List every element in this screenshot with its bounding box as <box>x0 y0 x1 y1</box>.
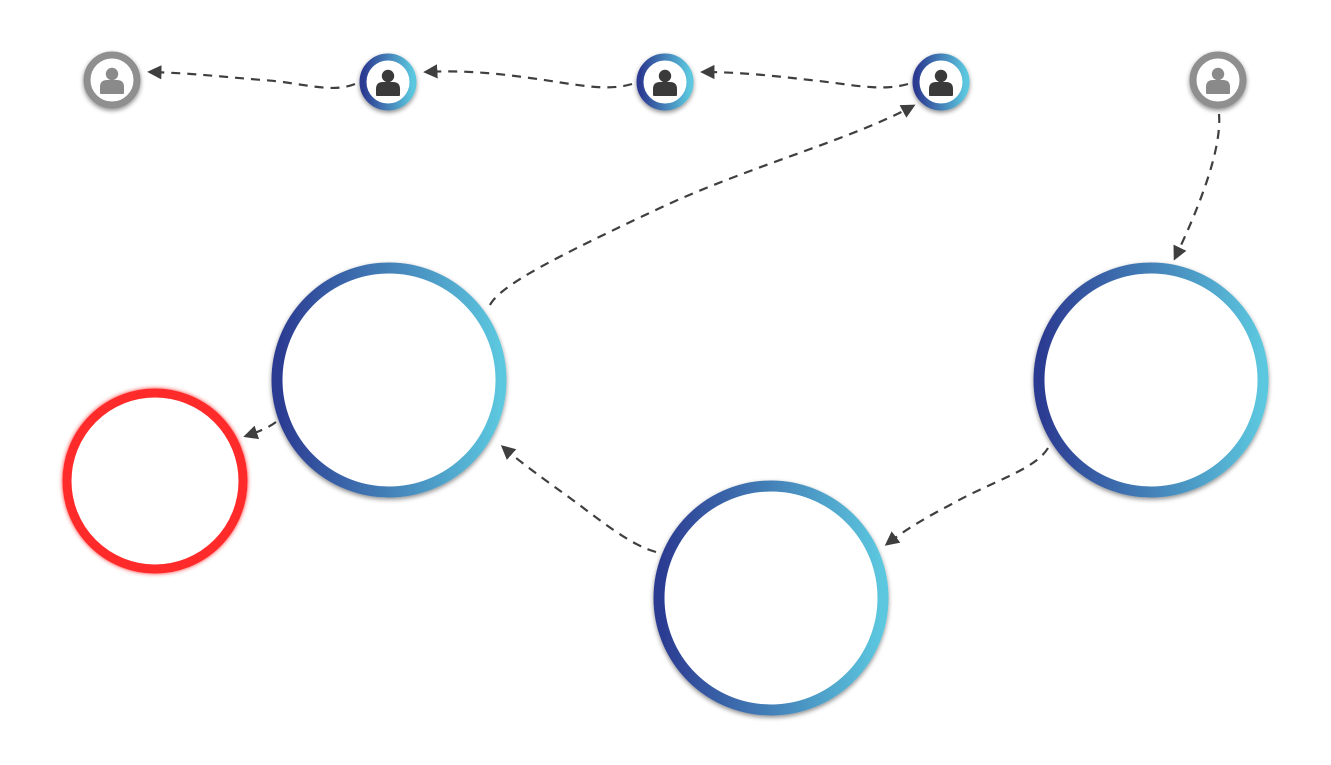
group-bottom-ring <box>653 480 889 716</box>
user-5-node[interactable] <box>1189 51 1247 109</box>
edge-user-5-to-group-right <box>1173 113 1221 261</box>
group-left-node[interactable] <box>271 262 507 498</box>
group-alert-node[interactable] <box>62 388 248 574</box>
user-3-node[interactable] <box>636 53 694 111</box>
edge-group-bottom-to-group-left <box>500 445 657 554</box>
edge-user-3-to-user-2 <box>423 64 633 89</box>
edge-group-left-to-group-alert <box>243 421 277 440</box>
edge-group-left-to-user-4 <box>489 104 916 306</box>
group-alert-ring <box>62 388 248 574</box>
group-left-ring <box>271 262 507 498</box>
edge-user-2-to-user-1 <box>147 65 356 90</box>
edge-user-4-to-user-3 <box>700 64 909 89</box>
user-1-node[interactable] <box>83 51 141 109</box>
user-4-node[interactable] <box>912 53 970 111</box>
group-bottom-node[interactable] <box>653 480 889 716</box>
user-2-node[interactable] <box>359 53 417 111</box>
group-right-node[interactable] <box>1033 262 1269 498</box>
edge-group-right-to-group-bottom <box>884 447 1049 546</box>
group-right-ring <box>1033 262 1269 498</box>
nodes-layer <box>62 51 1269 716</box>
edges-layer <box>147 64 1221 554</box>
